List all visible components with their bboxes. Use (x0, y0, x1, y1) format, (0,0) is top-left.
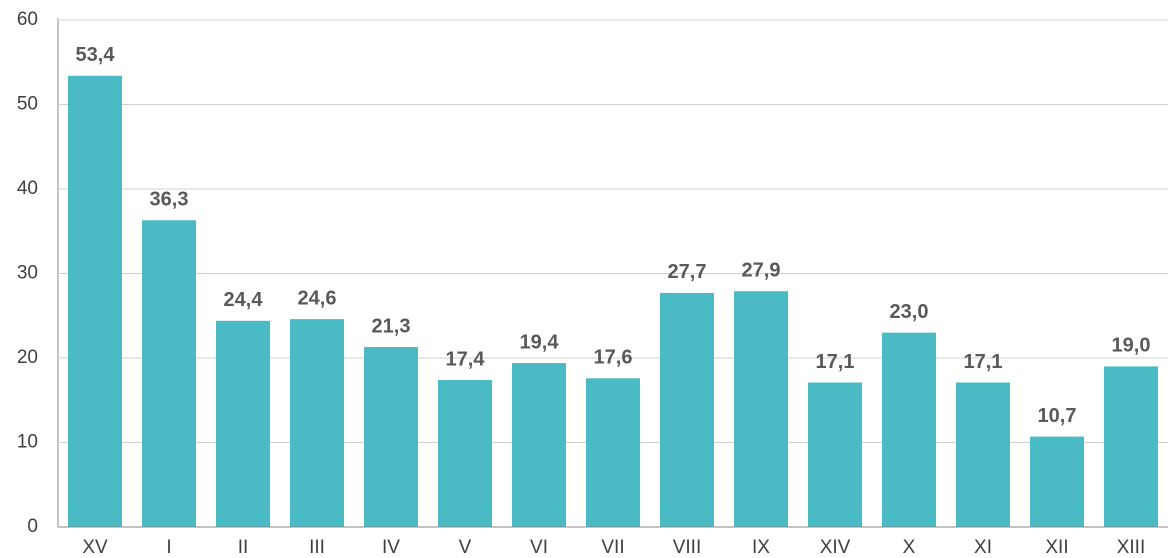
x-tick-label: XIV (820, 537, 851, 558)
bar (215, 320, 271, 527)
y-tick-label: 10 (17, 432, 38, 453)
x-tick-label: XV (82, 537, 108, 558)
bar (659, 292, 715, 527)
value-label: 21,3 (372, 315, 411, 337)
bar (1029, 436, 1085, 527)
value-label: 17,4 (446, 348, 486, 370)
x-tick-label: XIII (1117, 537, 1146, 558)
y-tick-label: 30 (17, 263, 38, 284)
x-tick-label: II (238, 537, 249, 558)
value-label: 17,1 (816, 351, 855, 373)
bar (67, 75, 123, 528)
value-label: 10,7 (1038, 405, 1077, 427)
value-label: 23,0 (890, 301, 929, 323)
x-tick-label: V (459, 537, 472, 558)
value-label: 19,4 (520, 331, 560, 353)
x-tick-label: I (166, 537, 171, 558)
x-tick-label: VII (601, 537, 624, 558)
x-tick-label: VIII (673, 537, 702, 558)
x-tick-label: VI (530, 537, 548, 558)
y-tick-label: 20 (17, 347, 38, 368)
x-tick-label: XII (1045, 537, 1068, 558)
y-tick-label: 60 (17, 9, 38, 30)
bar (955, 382, 1011, 527)
x-tick-label: IX (752, 537, 770, 558)
bar (511, 363, 567, 527)
bar (585, 378, 641, 527)
value-label: 17,6 (594, 347, 633, 369)
bar (881, 332, 937, 527)
value-label: 53,4 (76, 44, 116, 66)
y-tick-label: 0 (27, 516, 38, 537)
value-label: 24,4 (224, 289, 264, 311)
y-tick-label: 50 (17, 94, 38, 115)
bar (141, 220, 197, 527)
value-label: 27,9 (742, 260, 781, 282)
bar (289, 319, 345, 527)
y-tick-label: 40 (17, 178, 38, 199)
value-label: 36,3 (150, 189, 189, 211)
x-tick-label: XI (974, 537, 992, 558)
bar (1103, 366, 1159, 527)
bar (363, 347, 419, 527)
x-tick-label: IV (382, 537, 400, 558)
value-label: 27,7 (668, 261, 707, 283)
bar (437, 379, 493, 527)
value-label: 17,1 (964, 351, 1003, 373)
x-tick-label: III (309, 537, 325, 558)
value-label: 19,0 (1112, 335, 1151, 357)
bar (733, 291, 789, 527)
value-label: 24,6 (298, 287, 337, 309)
bar (807, 382, 863, 527)
x-tick-label: X (903, 537, 916, 558)
